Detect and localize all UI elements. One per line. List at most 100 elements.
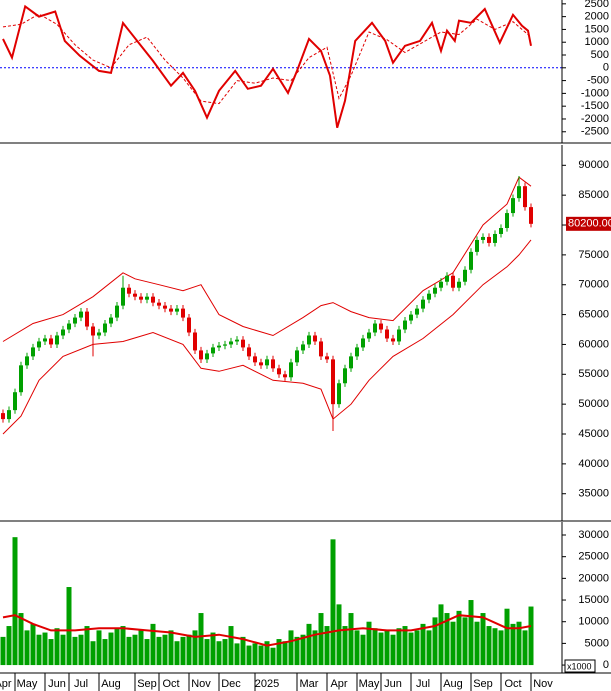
volume-bar (66, 587, 72, 666)
candle-body (301, 344, 305, 351)
y-tick-label: 5000 (585, 637, 609, 649)
volume-bar (276, 639, 282, 666)
x-tick-label: Apr (0, 678, 12, 690)
y-tick-label: 40000 (578, 458, 609, 470)
candle-body (319, 341, 323, 357)
volume-bar (234, 643, 240, 666)
candle-body (403, 320, 407, 330)
candle-body (505, 213, 509, 229)
candle-body (223, 344, 227, 346)
candle-body (277, 368, 281, 375)
candle-body (313, 335, 317, 342)
volume-bar (324, 626, 330, 666)
candle-body (433, 287, 437, 294)
x-tick-label: Jun (48, 678, 66, 690)
candle-body (421, 299, 425, 309)
volume-bar (120, 626, 126, 666)
volume-bar (366, 621, 372, 666)
volume-bar (96, 630, 102, 666)
volume-bar (342, 626, 348, 666)
candle-body (19, 365, 23, 393)
volume-bar (204, 639, 210, 666)
volume-bar (42, 632, 48, 666)
candle-body (529, 207, 533, 224)
volume-bar (222, 639, 228, 666)
y-tick-label: 35000 (578, 488, 609, 500)
panel (0, 4, 562, 128)
volume-bar (264, 641, 270, 666)
candle-body (43, 338, 47, 342)
line (2, 176, 532, 342)
candle-body (121, 287, 125, 306)
y-tick-label: 25000 (578, 551, 609, 563)
x-tick-label: Oct (504, 678, 521, 690)
y-tick-label: 75000 (578, 249, 609, 261)
candle-body (109, 317, 113, 324)
candle-body (331, 359, 335, 405)
volume-bar (444, 613, 450, 666)
candle-body (259, 362, 263, 366)
volume-bar (48, 639, 54, 666)
y-tick-label: -1000 (581, 87, 609, 99)
x-tick-label: Dec (221, 678, 241, 690)
volume-bar (126, 636, 132, 666)
y-tick-label: 0 (603, 659, 609, 671)
x-tick-label: Jun (384, 678, 402, 690)
candle-body (7, 410, 11, 420)
volume-bar (450, 621, 456, 666)
volume-bar (270, 647, 276, 666)
volume-bar (390, 634, 396, 666)
x-tick-label: Nov (191, 678, 211, 690)
volume-bar (198, 613, 204, 666)
x-tick-label: Oct (162, 678, 179, 690)
candle-body (229, 341, 233, 345)
volume-bar (180, 636, 186, 666)
candle-body (289, 362, 293, 378)
y-tick-label: 2500 (585, 0, 609, 10)
volume-bar (192, 630, 198, 666)
volume-bar (456, 610, 462, 666)
candle-body (49, 338, 53, 345)
x-tick-label: Jul (416, 678, 430, 690)
volume-bar (252, 643, 258, 666)
volume-bar (216, 641, 222, 666)
volume-bar (384, 630, 390, 666)
candle-body (391, 338, 395, 342)
line (2, 614, 532, 647)
x-tick-label: May (359, 678, 380, 690)
volume-bar (168, 630, 174, 666)
volume-bar (228, 626, 234, 666)
x-tick-label: May (17, 678, 38, 690)
candle-body (427, 293, 431, 300)
candle-body (253, 356, 257, 363)
candle-body (295, 350, 299, 363)
candle-body (205, 353, 209, 360)
volume-bar (72, 636, 78, 666)
candle-body (145, 296, 149, 300)
volume-bar (90, 641, 96, 666)
volume-bar (246, 645, 252, 666)
candle-body (13, 392, 17, 411)
volume-bar (186, 634, 192, 666)
candle-body (463, 269, 467, 282)
candle-body (385, 329, 389, 339)
last-price-box (566, 216, 611, 231)
candle-body (157, 302, 161, 306)
candle-body (103, 323, 107, 333)
candle-body (139, 296, 143, 300)
candle-body (163, 305, 167, 309)
volume-bar (420, 623, 426, 666)
volume-bar (360, 634, 366, 666)
volume-bar (462, 617, 468, 666)
candle-body (445, 275, 449, 282)
volume-bar (372, 628, 378, 666)
volume-bar (492, 628, 498, 666)
candle-body (235, 339, 239, 342)
candle-body (61, 329, 65, 336)
volume-bar (30, 623, 36, 666)
candle-body (115, 305, 119, 318)
volume-bar (318, 613, 324, 666)
volume-bar (474, 621, 480, 666)
volume-bar (378, 632, 384, 666)
volume-bar (528, 606, 534, 666)
